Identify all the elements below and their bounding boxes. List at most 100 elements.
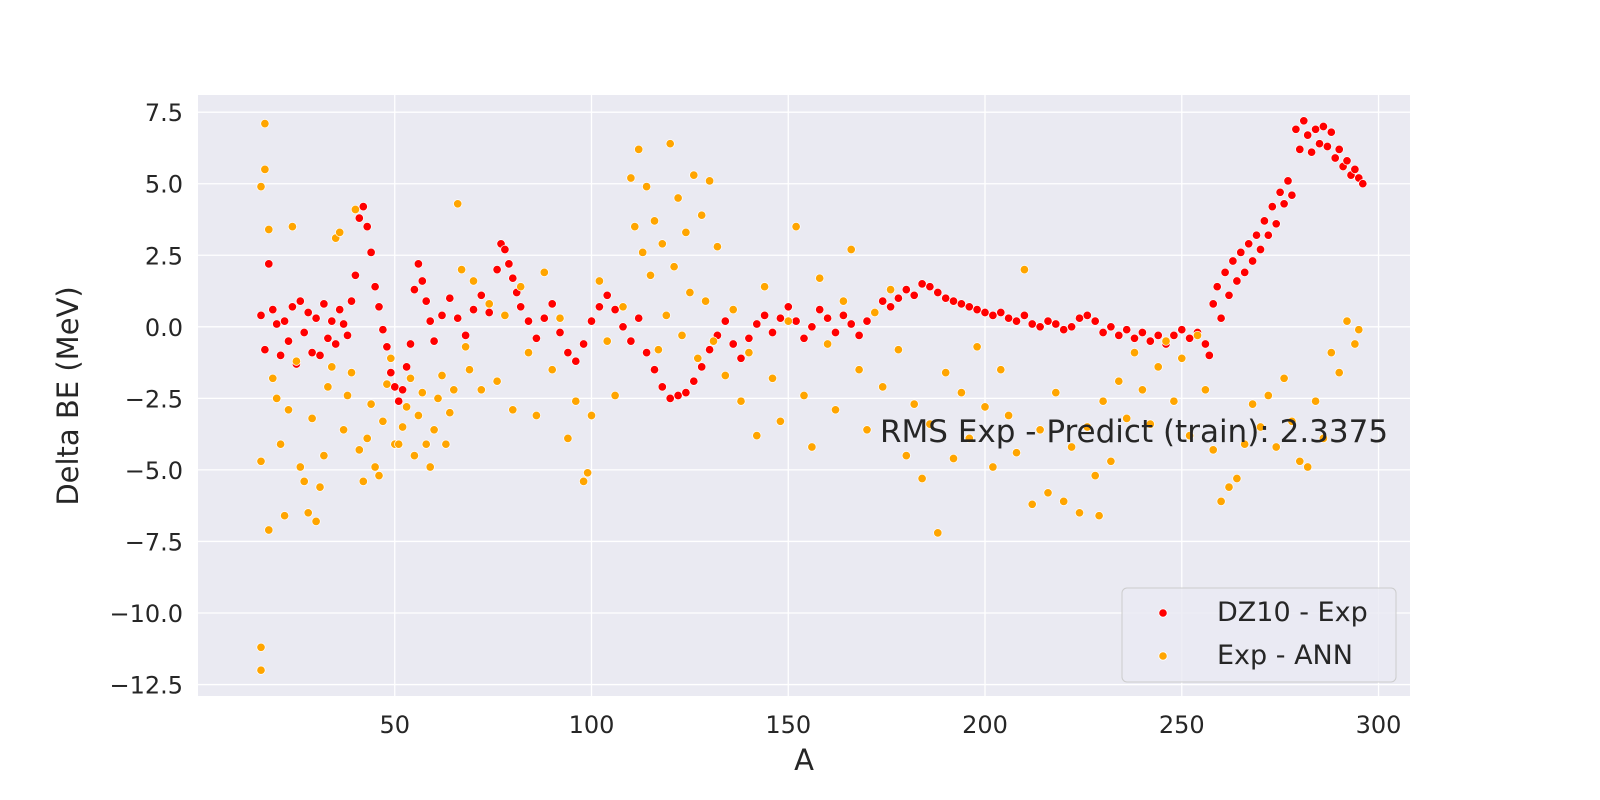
- data-point: [775, 313, 785, 323]
- data-point: [579, 476, 589, 486]
- data-point: [838, 310, 848, 320]
- data-point: [661, 310, 671, 320]
- data-point: [1035, 322, 1045, 332]
- data-point: [523, 348, 534, 358]
- data-point: [956, 388, 966, 398]
- data-point: [1236, 247, 1246, 257]
- y-tick-label: 7.5: [145, 99, 183, 127]
- data-point: [767, 327, 778, 338]
- data-point: [1129, 348, 1140, 358]
- data-point: [634, 313, 644, 323]
- data-point: [1216, 313, 1226, 323]
- data-point: [268, 305, 278, 315]
- data-point: [571, 356, 581, 366]
- y-tick-label: −12.5: [109, 672, 183, 700]
- data-point: [453, 313, 463, 323]
- data-point: [925, 282, 935, 292]
- data-point: [378, 416, 388, 426]
- y-tick-label: 5.0: [145, 171, 183, 199]
- data-point: [342, 390, 353, 401]
- data-point: [1082, 422, 1092, 432]
- data-point: [602, 336, 612, 346]
- data-point: [402, 362, 412, 372]
- data-point: [354, 213, 364, 223]
- data-point: [1106, 456, 1116, 466]
- data-point: [476, 385, 486, 395]
- data-point: [563, 348, 573, 358]
- data-point: [728, 339, 738, 349]
- data-point: [681, 227, 691, 237]
- data-point: [476, 290, 486, 300]
- data-point: [335, 305, 345, 315]
- data-point: [1311, 124, 1321, 134]
- data-point: [948, 296, 959, 306]
- data-point: [638, 247, 648, 257]
- data-point: [350, 204, 360, 215]
- data-point: [1275, 187, 1285, 197]
- data-point: [1043, 488, 1053, 498]
- data-point: [846, 244, 856, 255]
- data-point: [830, 327, 841, 338]
- data-point: [917, 279, 927, 289]
- data-point: [378, 325, 388, 335]
- data-point: [295, 462, 305, 472]
- data-point: [1094, 511, 1104, 521]
- data-point: [1299, 116, 1309, 126]
- data-point: [461, 342, 471, 352]
- legend-box: [1121, 587, 1397, 683]
- data-points: [256, 116, 1368, 675]
- data-point: [1248, 399, 1258, 409]
- legend-marker-dz10: [1158, 608, 1168, 618]
- data-point: [327, 316, 337, 326]
- data-point: [531, 333, 541, 343]
- data-point: [390, 382, 400, 392]
- data-point: [449, 385, 459, 395]
- data-point: [1153, 330, 1163, 340]
- data-point: [626, 336, 636, 346]
- data-point: [1350, 164, 1360, 174]
- data-point: [964, 433, 974, 443]
- data-point: [484, 307, 494, 318]
- y-axis-label: Delta BE (MeV): [51, 286, 85, 505]
- data-point: [689, 376, 699, 386]
- data-point: [799, 390, 809, 401]
- data-point: [807, 442, 817, 452]
- rms-annotation: RMS Exp - Predict (train): 2.3375: [880, 414, 1388, 450]
- data-point: [1208, 299, 1218, 309]
- data-point: [1248, 256, 1258, 266]
- data-point: [1240, 439, 1250, 449]
- data-point: [1004, 313, 1014, 323]
- data-point: [1307, 147, 1317, 157]
- data-point: [311, 313, 321, 323]
- data-point: [571, 396, 581, 406]
- data-point: [1358, 179, 1368, 189]
- data-point: [484, 299, 494, 309]
- data-point: [626, 173, 636, 183]
- data-point: [339, 319, 349, 329]
- data-point: [453, 199, 463, 209]
- data-point: [256, 456, 266, 466]
- data-point: [744, 348, 754, 358]
- data-point: [775, 416, 785, 426]
- data-point: [862, 316, 872, 326]
- data-point: [555, 327, 565, 338]
- data-point: [264, 259, 274, 269]
- data-point: [531, 410, 541, 421]
- data-point: [1354, 325, 1364, 335]
- data-point: [433, 393, 443, 403]
- data-point: [1334, 368, 1344, 378]
- data-point: [1177, 325, 1187, 335]
- data-point: [342, 330, 353, 340]
- data-point: [1224, 482, 1234, 492]
- data-point: [677, 330, 687, 340]
- data-point: [1169, 330, 1179, 340]
- data-point: [500, 244, 510, 255]
- data-point: [783, 302, 793, 312]
- legend-marker-ann: [1158, 651, 1168, 661]
- data-point: [425, 316, 435, 326]
- data-point: [1244, 239, 1254, 249]
- data-point: [708, 336, 719, 346]
- data-point: [854, 365, 864, 375]
- data-point: [291, 356, 301, 366]
